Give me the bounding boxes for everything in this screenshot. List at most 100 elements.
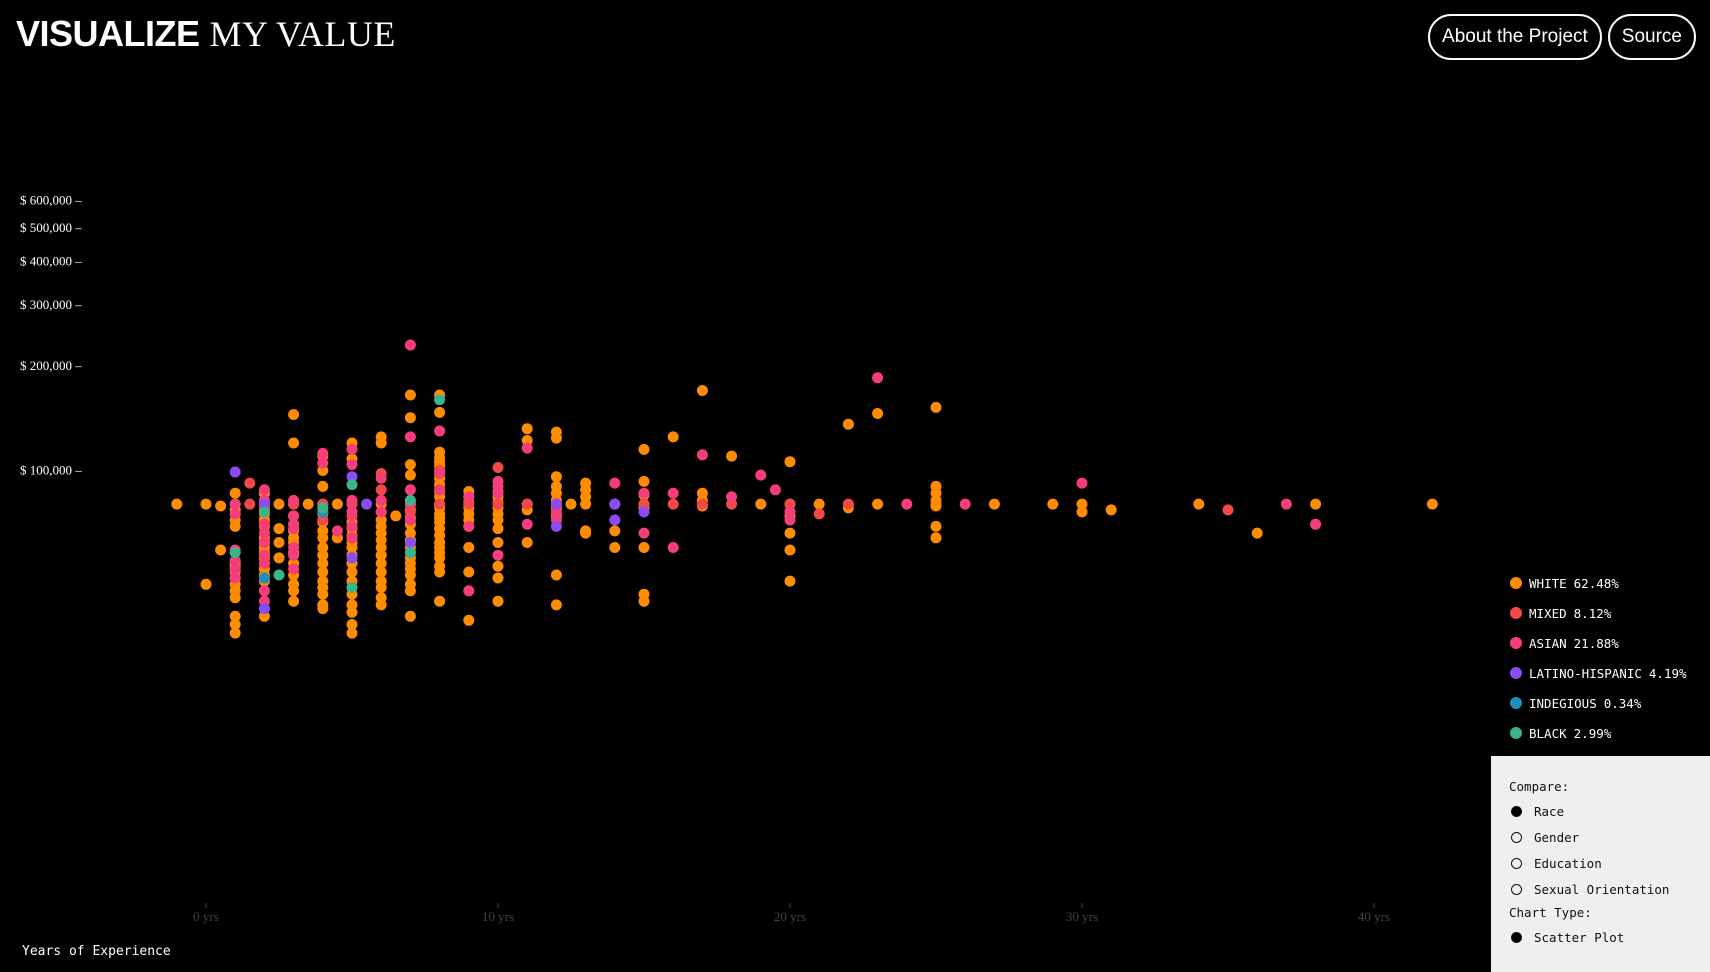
- data-point-asian[interactable]: [901, 498, 913, 510]
- data-point-white[interactable]: [463, 614, 475, 626]
- data-point-white[interactable]: [638, 542, 650, 553]
- data-point-white[interactable]: [375, 566, 387, 578]
- data-point-mixed[interactable]: [244, 498, 256, 510]
- data-point-asian[interactable]: [258, 557, 270, 569]
- data-point-white[interactable]: [317, 566, 329, 578]
- data-point-white[interactable]: [521, 423, 533, 435]
- data-point-white[interactable]: [375, 557, 387, 569]
- data-point-white[interactable]: [375, 542, 387, 553]
- data-point-white[interactable]: [404, 389, 416, 401]
- data-point-mixed[interactable]: [696, 498, 708, 510]
- data-point-asian[interactable]: [521, 518, 533, 530]
- data-point-indegious[interactable]: [258, 572, 270, 584]
- data-point-white[interactable]: [229, 619, 241, 630]
- data-point-white[interactable]: [288, 409, 300, 420]
- data-point-white[interactable]: [1251, 527, 1263, 539]
- data-point-white[interactable]: [1310, 498, 1322, 510]
- data-point-asian[interactable]: [346, 494, 358, 506]
- data-point-white[interactable]: [726, 450, 738, 462]
- data-point-asian[interactable]: [1076, 477, 1088, 489]
- data-point-white[interactable]: [317, 480, 329, 492]
- legend-item-white[interactable]: WHITE 62.48%: [1510, 568, 1687, 598]
- data-point-asian[interactable]: [229, 498, 241, 510]
- data-point-mixed[interactable]: [492, 462, 504, 473]
- data-point-white[interactable]: [609, 525, 621, 537]
- data-point-white[interactable]: [492, 537, 504, 548]
- data-point-white[interactable]: [317, 542, 329, 553]
- data-point-asian[interactable]: [434, 484, 446, 496]
- data-point-asian[interactable]: [404, 431, 416, 443]
- data-point-white[interactable]: [550, 569, 562, 581]
- data-point-white[interactable]: [317, 603, 329, 615]
- data-point-asian[interactable]: [434, 468, 446, 479]
- data-point-white[interactable]: [229, 610, 241, 622]
- data-point-asian[interactable]: [492, 549, 504, 561]
- legend-item-asian[interactable]: ASIAN 21.88%: [1510, 628, 1687, 658]
- data-point-white[interactable]: [930, 520, 942, 532]
- data-point-white[interactable]: [404, 569, 416, 581]
- data-point-white[interactable]: [346, 542, 358, 553]
- data-point-white[interactable]: [550, 471, 562, 483]
- data-point-black[interactable]: [346, 582, 358, 593]
- radio-button[interactable]: [1511, 805, 1522, 817]
- data-point-latino-hispanic[interactable]: [346, 471, 358, 483]
- data-point-white[interactable]: [521, 537, 533, 548]
- data-point-latino-hispanic[interactable]: [258, 603, 270, 615]
- data-point-white[interactable]: [229, 627, 241, 639]
- data-point-black[interactable]: [434, 394, 446, 406]
- data-point-mixed[interactable]: [375, 484, 387, 496]
- data-point-white[interactable]: [1105, 504, 1117, 516]
- data-point-mixed[interactable]: [638, 498, 650, 510]
- data-point-white[interactable]: [492, 514, 504, 526]
- data-point-asian[interactable]: [375, 494, 387, 506]
- data-point-asian[interactable]: [404, 339, 416, 351]
- data-point-white[interactable]: [200, 578, 212, 590]
- data-point-white[interactable]: [492, 560, 504, 572]
- data-point-mixed[interactable]: [842, 498, 854, 510]
- radio-button[interactable]: [1511, 931, 1522, 943]
- data-point-white[interactable]: [988, 498, 1000, 510]
- data-point-white[interactable]: [609, 542, 621, 553]
- data-point-mixed[interactable]: [667, 498, 679, 510]
- data-point-asian[interactable]: [784, 514, 796, 526]
- data-point-asian[interactable]: [229, 508, 241, 520]
- data-point-asian[interactable]: [463, 520, 475, 532]
- data-point-asian[interactable]: [434, 425, 446, 437]
- site-logo[interactable]: VISUALIZE MY VALUE: [16, 10, 396, 58]
- data-point-white[interactable]: [346, 627, 358, 639]
- data-point-asian[interactable]: [258, 527, 270, 539]
- radio-button[interactable]: [1511, 883, 1522, 895]
- data-point-asian[interactable]: [769, 484, 781, 496]
- data-point-white[interactable]: [288, 437, 300, 449]
- data-point-latino-hispanic[interactable]: [361, 498, 373, 510]
- data-point-asian[interactable]: [288, 542, 300, 553]
- data-point-black[interactable]: [317, 502, 329, 514]
- data-point-asian[interactable]: [346, 532, 358, 544]
- data-point-white[interactable]: [463, 566, 475, 578]
- data-point-white[interactable]: [492, 595, 504, 607]
- data-point-white[interactable]: [872, 498, 884, 510]
- data-point-white[interactable]: [521, 435, 533, 446]
- data-point-black[interactable]: [258, 506, 270, 518]
- data-point-white[interactable]: [784, 575, 796, 587]
- data-point-white[interactable]: [404, 610, 416, 622]
- data-point-white[interactable]: [317, 532, 329, 544]
- radio-button[interactable]: [1511, 831, 1522, 843]
- data-point-asian[interactable]: [288, 510, 300, 522]
- data-point-asian[interactable]: [288, 523, 300, 535]
- data-point-white[interactable]: [317, 588, 329, 600]
- data-point-white[interactable]: [667, 431, 679, 443]
- data-point-white[interactable]: [404, 459, 416, 471]
- data-point-white[interactable]: [463, 542, 475, 553]
- data-point-mixed[interactable]: [813, 508, 825, 520]
- data-point-white[interactable]: [302, 498, 314, 510]
- data-point-white[interactable]: [375, 599, 387, 611]
- data-point-latino-hispanic[interactable]: [258, 498, 270, 510]
- data-point-white[interactable]: [346, 606, 358, 618]
- data-point-asian[interactable]: [229, 563, 241, 575]
- data-point-white[interactable]: [755, 498, 767, 510]
- data-point-asian[interactable]: [463, 491, 475, 503]
- data-point-asian[interactable]: [784, 506, 796, 518]
- data-point-white[interactable]: [1193, 498, 1205, 510]
- data-point-latino-hispanic[interactable]: [550, 520, 562, 532]
